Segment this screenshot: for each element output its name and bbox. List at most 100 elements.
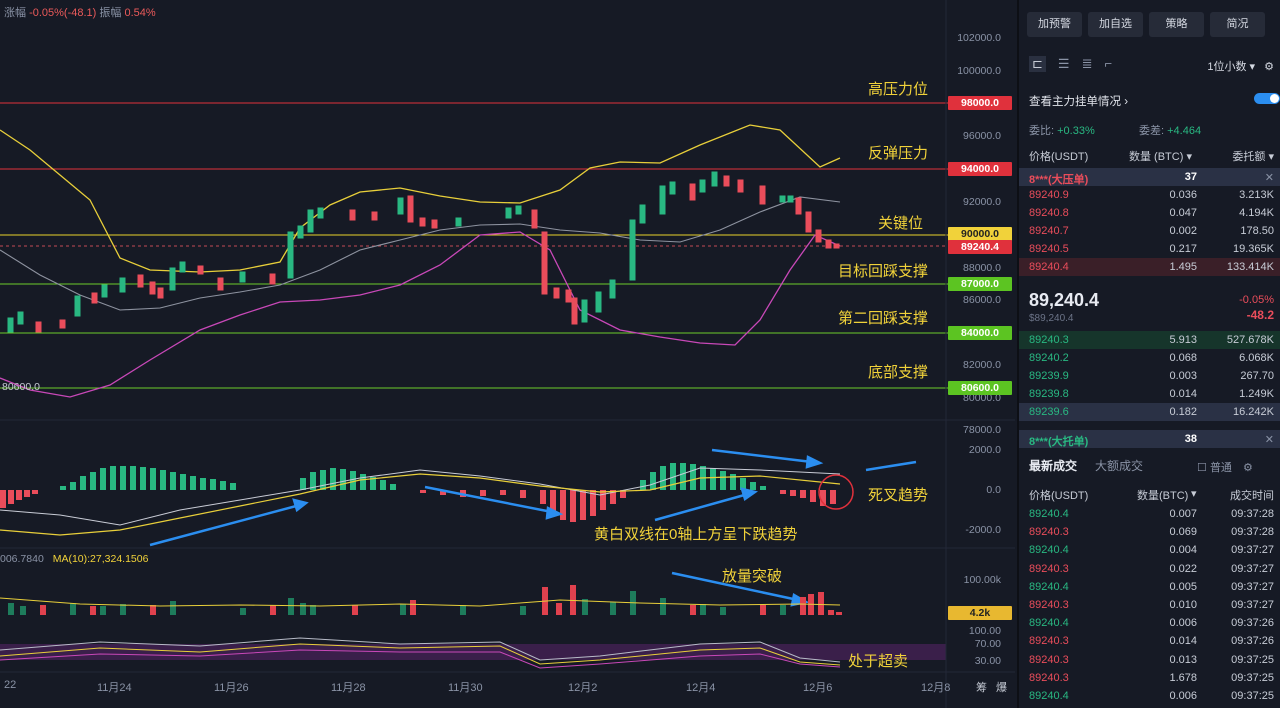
rsi-axis-label: 70.00 <box>974 638 1001 650</box>
price-axis-label: 82000.0 <box>963 359 1001 371</box>
action-buttons: 加预警 加自选 策略 简况 <box>1027 12 1265 37</box>
add-alert-button[interactable]: 加预警 <box>1027 12 1082 37</box>
boll-mid-line <box>0 196 841 311</box>
ask-row[interactable]: 89240.5 0.217 19.365K <box>1029 243 1274 255</box>
annotation-rebound-resistance: 反弹压力 <box>868 145 929 162</box>
right-panel: 加预警 加自选 策略 简况 ⊏ ☰ ≣ ⌐ 1位小数 ▾ ⚙ 查看主力挂单情况 … <box>1017 0 1280 708</box>
annotation-second-support: 第二回踩支撑 <box>838 310 929 327</box>
big-buy-order[interactable]: 8***(大托单) 38 ✕ <box>1019 430 1280 448</box>
change-value: -0.05%(-48.1) <box>29 7 97 19</box>
tab-large-trades[interactable]: 大额成交 <box>1095 459 1144 473</box>
precision-select[interactable]: 1位小数 ▾ ⚙ <box>1207 58 1274 74</box>
trade-qty: 0.022 <box>1169 562 1197 575</box>
close-icon[interactable]: ✕ <box>1264 172 1274 184</box>
level-tag-87000: 87000.0 <box>948 277 1012 291</box>
layout-asks-icon[interactable]: ≣ <box>1081 56 1093 71</box>
annotation-arrows <box>149 448 917 607</box>
col-total[interactable]: 委托额 ▾ <box>1232 151 1274 163</box>
chip-icon[interactable]: 筹 <box>976 682 987 694</box>
trade-time: 09:37:27 <box>1231 562 1274 575</box>
bid-row[interactable]: 89239.6 0.182 16.242K <box>1019 403 1280 421</box>
main-order-label[interactable]: 查看主力挂单情况 › <box>1029 96 1129 108</box>
macd-dea-line <box>0 473 841 536</box>
trade-row: 89240.4 0.005 09:37:27 <box>1019 578 1280 596</box>
trades-header: 价格(USDT) 数量(BTC) ▾ 成交时间 <box>1029 488 1274 502</box>
macd-dif-line <box>0 467 841 526</box>
date-label: 11月24 <box>97 682 132 694</box>
level-tag-98000: 98000.0 <box>948 96 1012 110</box>
amp-value: 0.54% <box>124 7 156 19</box>
overview-button[interactable]: 简况 <box>1210 12 1265 37</box>
price-axis-label: 78000.0 <box>963 424 1001 436</box>
trade-price: 89240.3 <box>1029 562 1069 575</box>
date-label: 12月2 <box>568 682 598 694</box>
annotation-volume-break: 放量突破 <box>722 568 783 585</box>
wei-cha: 委差: +4.464 <box>1139 125 1202 137</box>
ordinary-filter[interactable]: ☐ 普通 ⚙ <box>1197 462 1253 474</box>
trade-price: 89240.4 <box>1029 544 1069 557</box>
trade-time: 09:37:26 <box>1231 617 1274 630</box>
annotation-high-resistance: 高压力位 <box>868 81 929 98</box>
candlesticks <box>7 171 840 333</box>
strategy-button[interactable]: 策略 <box>1149 12 1204 37</box>
macd-axis-label: -2000.0 <box>965 524 1001 536</box>
close-icon[interactable]: ✕ <box>1264 434 1274 446</box>
add-favorite-button[interactable]: 加自选 <box>1088 12 1143 37</box>
checkbox-icon[interactable]: ☐ <box>1197 462 1207 474</box>
volume-axis-top: 100.00k <box>963 574 1001 586</box>
bid-row[interactable]: 89239.8 0.014 1.249K <box>1029 388 1274 400</box>
settings-icon[interactable]: ⚙ <box>1264 61 1274 73</box>
layout-both-icon[interactable]: ⊏ <box>1029 56 1046 72</box>
ask-row[interactable]: 89240.8 0.047 4.194K <box>1029 207 1274 219</box>
change-label: 涨幅 <box>4 7 26 19</box>
top-info: 涨幅 -0.05%(-48.1) 振幅 0.54% <box>4 4 156 20</box>
price-axis-label: 80000.0 <box>963 392 1001 404</box>
settings-icon[interactable]: ⚙ <box>1243 462 1253 474</box>
rsi-axis-label: 100.00 <box>968 625 1001 637</box>
trade-time: 09:37:27 <box>1231 544 1274 557</box>
ask-row[interactable]: 89240.7 0.002 178.50 <box>1029 225 1274 237</box>
date-label: 11月26 <box>214 682 249 694</box>
col-qty[interactable]: 数量 (BTC) ▾ <box>1129 151 1192 163</box>
trade-qty: 0.007 <box>1169 508 1197 520</box>
trade-price: 89240.4 <box>1029 690 1069 702</box>
price-axis-label: 88000.0 <box>963 262 1001 274</box>
liquidation-icon[interactable]: 爆 <box>996 682 1007 694</box>
volume-ma-left: 006.7840 <box>0 553 44 565</box>
volume-ma10: MA(10):27,324.1506 <box>52 553 149 565</box>
ask-row[interactable]: 89240.9 0.036 3.213K <box>1029 189 1274 201</box>
level-tag-94000: 94000.0 <box>948 162 1012 176</box>
price-axis-label: 96000.0 <box>963 130 1001 142</box>
layout-list-icon[interactable]: ☰ <box>1057 56 1070 71</box>
death-cross-circle <box>818 474 854 510</box>
bid-row[interactable]: 89240.3 5.913 527.678K <box>1019 331 1280 349</box>
trade-qty: 0.006 <box>1169 617 1197 630</box>
date-label: 12月6 <box>803 682 833 694</box>
caret-down-icon: ▾ <box>1191 488 1197 500</box>
trade-price: 89240.3 <box>1029 653 1069 666</box>
rsi-axis-label: 30.00 <box>974 655 1001 667</box>
kline-chart-svg[interactable] <box>0 0 1015 708</box>
trade-price: 89240.4 <box>1029 580 1069 593</box>
trade-time: 09:37:28 <box>1231 526 1274 539</box>
bid-row[interactable]: 89240.2 0.068 6.068K <box>1029 352 1274 364</box>
annotation-oversold: 处于超卖 <box>848 653 909 670</box>
ask-row[interactable]: 89240.4 1.495 133.414K <box>1019 258 1280 276</box>
bid-row[interactable]: 89239.9 0.003 267.70 <box>1029 370 1274 382</box>
tab-latest-trades[interactable]: 最新成交 <box>1029 459 1078 473</box>
date-label: 22 <box>4 679 17 691</box>
layout-expand-icon[interactable]: ⌐ <box>1104 56 1113 71</box>
trade-row: 89240.4 0.004 09:37:27 <box>1019 541 1280 559</box>
macd-axis-label: 0.0 <box>986 484 1001 496</box>
current-price-tag: 89240.4 <box>948 240 1012 254</box>
chart-area[interactable]: 涨幅 -0.05%(-48.1) 振幅 0.54% 102000.0 10000… <box>0 0 1015 708</box>
macd-axis-label: 2000.0 <box>968 444 1001 456</box>
trade-time: 09:37:26 <box>1231 635 1274 648</box>
main-order-toggle[interactable] <box>1254 93 1280 104</box>
last-change-abs: -48.2 <box>1246 308 1274 322</box>
volume-tag: 4.2k <box>948 606 1012 620</box>
boll-lower-line <box>0 231 841 398</box>
big-sell-order[interactable]: 8***(大压单) 37 ✕ <box>1019 168 1280 186</box>
price-axis-label: 92000.0 <box>963 196 1001 208</box>
trade-time: 09:37:27 <box>1231 599 1274 611</box>
